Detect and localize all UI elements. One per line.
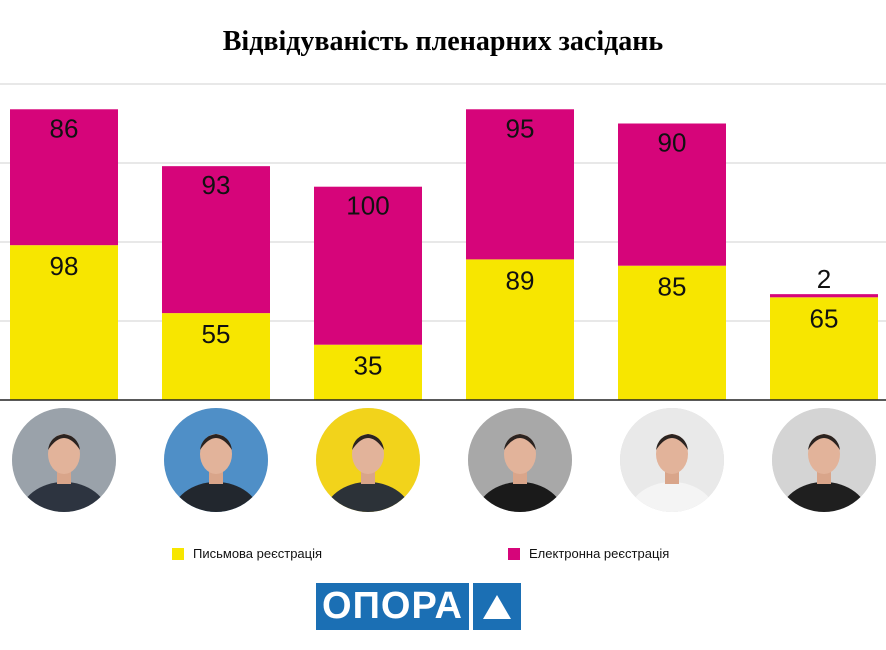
person-photo-icon	[316, 408, 420, 512]
chart-title: Відвідуваність пленарних засідань	[222, 26, 664, 57]
legend-swatch-written	[172, 547, 184, 560]
bar-written	[10, 245, 118, 400]
data-label-electronic: 95	[506, 113, 535, 143]
bar-electronic	[10, 109, 118, 246]
bar-written	[770, 297, 878, 400]
data-label-written: 65	[810, 303, 839, 333]
bars: 98 86 55 93 35 100 89 95 85 90 65 2	[10, 109, 878, 400]
person-photo-icon	[620, 408, 724, 512]
legend-item-written: Письмова реєстрація	[172, 546, 322, 561]
bar-written	[466, 259, 574, 400]
legend-swatch-electronic	[508, 547, 520, 560]
bar-written	[618, 265, 726, 400]
legend-label-written: Письмова реєстрація	[193, 546, 323, 561]
bar-electronic	[162, 166, 270, 314]
bar-written	[162, 313, 270, 400]
data-label-electronic: 93	[202, 170, 231, 200]
data-label-electronic: 86	[50, 113, 79, 143]
logo-text: ОПОРА	[316, 583, 469, 630]
data-label-electronic: 2	[817, 264, 831, 294]
data-label-written: 55	[202, 319, 231, 349]
data-label-electronic: 100	[346, 191, 389, 221]
bar-electronic	[314, 186, 422, 345]
gridlines	[0, 83, 886, 322]
person-photo-icon	[468, 408, 572, 512]
data-label-written: 85	[658, 272, 687, 302]
bar-written	[314, 344, 422, 400]
triangle-icon	[473, 583, 521, 630]
bar-electronic	[770, 294, 878, 298]
person-photo-icon	[164, 408, 268, 512]
data-label-written: 98	[50, 251, 79, 281]
data-label-written: 35	[354, 351, 383, 381]
bar-electronic	[618, 123, 726, 266]
person-photo-icon	[772, 408, 876, 512]
opora-logo: ОПОРА	[316, 583, 521, 630]
data-label-electronic: 90	[658, 128, 687, 158]
stacked-bar-chart: 98 86 55 93 35 100 89 95 85 90 65 2	[0, 83, 886, 401]
legend-item-electronic: Електронна реєстрація	[508, 546, 669, 561]
data-label-written: 89	[506, 265, 535, 295]
legend-label-electronic: Електронна реєстрація	[529, 546, 670, 561]
person-photo-icon	[12, 408, 116, 512]
bar-electronic	[466, 109, 574, 260]
